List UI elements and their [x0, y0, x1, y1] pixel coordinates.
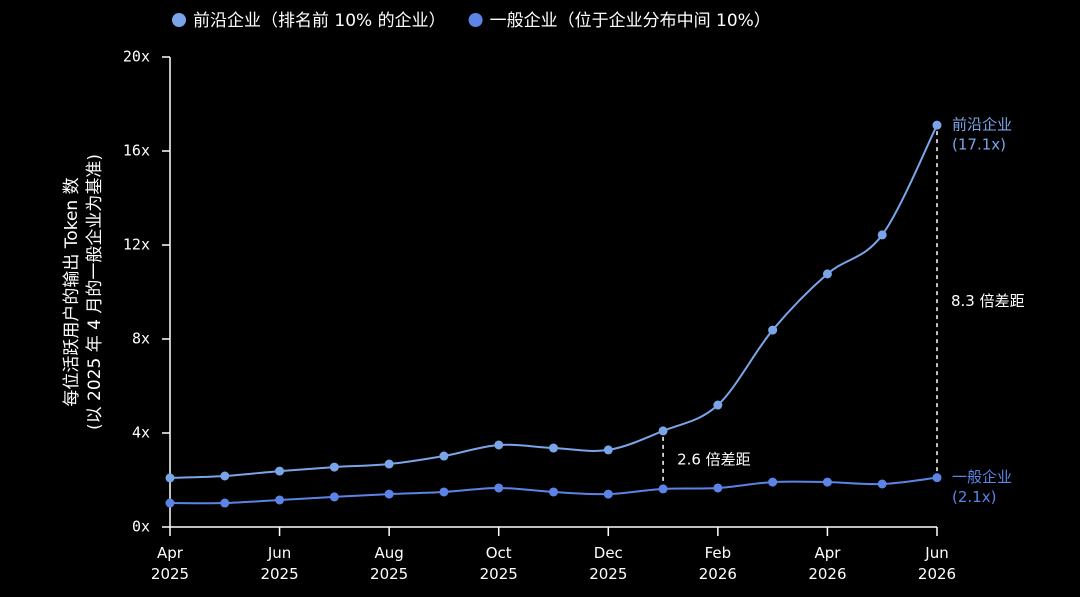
y-axis-label: 每位活跃用户的输出 Token 数: [62, 177, 82, 406]
data-point: [329, 462, 339, 472]
data-point: [768, 325, 778, 335]
data-point: [165, 498, 175, 508]
y-tick-label: 20x: [123, 48, 150, 66]
data-point: [220, 471, 230, 481]
gap-label: 8.3 倍差距: [951, 292, 1025, 310]
y-tick-label: 0x: [132, 518, 150, 536]
data-point: [165, 473, 175, 483]
data-point: [494, 483, 504, 493]
data-point: [603, 489, 613, 499]
data-point: [494, 440, 504, 450]
data-point: [439, 451, 449, 461]
end-value-label: (2.1x): [952, 488, 996, 506]
legend-marker: [468, 13, 483, 27]
data-point: [384, 459, 394, 469]
data-point: [549, 443, 558, 453]
end-label: 一般企业: [952, 468, 1012, 486]
data-point: [713, 483, 723, 493]
data-point: [549, 487, 558, 497]
data-point: [329, 492, 339, 502]
y-tick-label: 12x: [123, 236, 150, 254]
x-tick-label: Feb 2026: [698, 544, 737, 583]
gap-label: 2.6 倍差距: [677, 450, 751, 468]
data-point: [822, 477, 832, 487]
data-point: [877, 479, 887, 489]
data-point: [439, 487, 449, 497]
data-point: [768, 477, 778, 487]
legend-marker: [172, 13, 186, 27]
x-tick-label: Apr 2025: [150, 544, 190, 583]
data-point: [877, 230, 887, 240]
x-tick-label: Aug 2025: [370, 544, 409, 583]
end-value-label: (17.1x): [952, 136, 1006, 154]
data-point: [275, 495, 285, 505]
legend-label: 一般企业（位于企业分布中间 10%）: [490, 11, 771, 31]
data-point: [220, 498, 230, 508]
data-point: [658, 484, 668, 494]
series-line: [169, 124, 938, 479]
x-tick-label: Jun 2026: [917, 544, 957, 583]
data-point: [275, 466, 285, 476]
end-label: 前沿企业: [952, 116, 1012, 134]
y-tick-label: 16x: [123, 142, 150, 160]
y-tick-label: 4x: [132, 424, 150, 442]
data-point: [384, 489, 394, 499]
data-point: [822, 269, 832, 279]
x-tick-label: Jun 2025: [260, 544, 299, 583]
legend-label: 前沿企业（排名前 10% 的企业）: [193, 11, 446, 31]
x-tick-label: Apr 2026: [808, 544, 847, 583]
y-tick-label: 8x: [132, 330, 150, 348]
x-tick-label: Dec 2025: [589, 544, 628, 583]
y-axis-label: (以 2025 年 4 月的一般企业为基准): [85, 154, 105, 430]
data-point: [603, 445, 613, 455]
data-point: [932, 120, 942, 130]
data-point: [658, 426, 668, 436]
data-point: [932, 473, 942, 483]
x-tick-label: Oct 2025: [479, 544, 518, 583]
data-point: [713, 400, 723, 410]
